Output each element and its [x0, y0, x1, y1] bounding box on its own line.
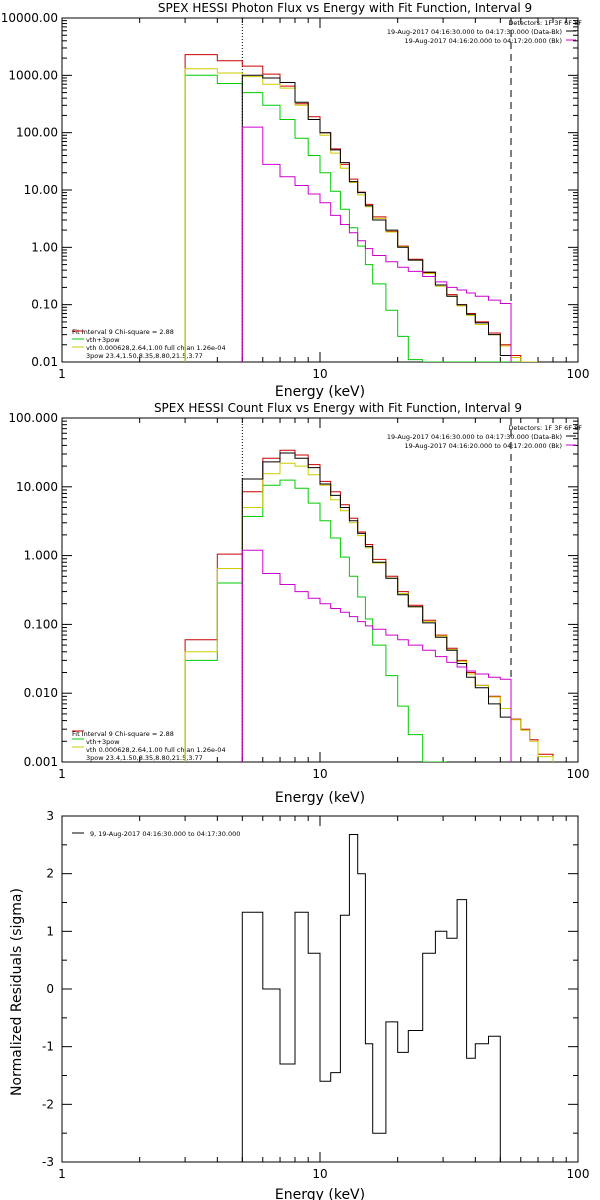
- residuals-ylabel: Normalized Residuals (sigma): [9, 888, 25, 1096]
- x-tick-label: 1: [58, 1167, 66, 1181]
- x-tick-label: 100: [567, 1167, 590, 1181]
- y-tick-label: 1.00: [31, 240, 58, 254]
- plot-frame: [61, 17, 579, 363]
- series-vth: [184, 479, 447, 762]
- photon-fit-3pow: 3pow 23.4,1.50,8.35,8.80,21.5,3.77: [86, 352, 203, 360]
- series-3pow: [184, 462, 554, 762]
- count-header-data: 19-Aug-2017 04:16:30.000 to 04:17:30.000…: [387, 433, 562, 441]
- x-tick-label: 10: [312, 767, 327, 781]
- series-3pow: [184, 68, 538, 362]
- y-tick-label: 10.000: [16, 480, 58, 494]
- x-tick-label: 10: [312, 1167, 327, 1181]
- y-tick-label: 0.01: [31, 355, 58, 369]
- y-tick-label: 0.001: [24, 755, 58, 769]
- series-data: [241, 452, 512, 762]
- series-vth: [184, 74, 538, 362]
- photon-panel-title: SPEX HESSI Photon Flux vs Energy with Fi…: [158, 1, 532, 15]
- series-background: [241, 549, 512, 762]
- count-panel-title: SPEX HESSI Count Flux vs Energy with Fit…: [154, 401, 522, 415]
- count-fit-vth: vth 0.000628,2.64,1.00 full chian 1.26e-…: [86, 746, 226, 754]
- photon-fit-model: vth+3pow: [86, 336, 120, 344]
- count-fit-chisq: Fit Interval 9 Chi-square = 2.88: [72, 730, 174, 738]
- count-flux-panel: SPEX HESSI Count Flux vs Energy with Fit…: [8, 401, 589, 806]
- y-tick-label: 0: [46, 982, 54, 996]
- count-header-bk: 19-Aug-2017 04:16:20.000 to 04:17:20.000…: [405, 442, 562, 450]
- series-vth-3pow: [184, 449, 554, 762]
- count-fit-model: vth+3pow: [86, 738, 120, 746]
- x-tick-label: 100: [567, 367, 590, 381]
- residuals-series: [241, 834, 511, 1162]
- y-tick-label: 1.000: [24, 549, 58, 563]
- count-fit-3pow: 3pow 23.4,1.50,8.35,8.80,21.5,3.77: [86, 754, 203, 762]
- x-tick-label: 1: [58, 367, 66, 381]
- y-tick-label: 0.100: [24, 617, 58, 631]
- photon-header-data: 19-Aug-2017 04:16:30.000 to 04:17:30.000…: [387, 28, 562, 36]
- residuals-panel: Energy (keV) Normalized Residuals (sigma…: [9, 809, 589, 1200]
- y-tick-label: -1: [42, 1040, 54, 1054]
- x-tick-label: 100: [567, 767, 590, 781]
- y-tick-label: 10000.00: [1, 11, 58, 25]
- series-vth-3pow: [184, 54, 538, 362]
- x-tick-label: 1: [58, 767, 66, 781]
- photon-panel-xlabel: Energy (keV): [275, 384, 365, 400]
- y-tick-label: 10.00: [24, 183, 58, 197]
- series-background: [241, 126, 512, 362]
- y-tick-label: 0.010: [24, 686, 58, 700]
- y-tick-label: 100.00: [16, 126, 58, 140]
- y-tick-label: 1000.00: [8, 68, 58, 82]
- photon-fit-vth: vth 0.000628,2.64,1.00 full chian 1.26e-…: [86, 344, 226, 352]
- x-tick-label: 10: [312, 367, 327, 381]
- count-header-detectors: Detectors: 1F 3F 6F 8F: [508, 424, 582, 432]
- photon-header-detectors: Detectors: 1F 3F 6F 8F: [508, 19, 582, 27]
- count-panel-xlabel: Energy (keV): [275, 790, 365, 806]
- y-tick-label: 100.000: [8, 411, 58, 425]
- y-tick-label: -3: [42, 1155, 54, 1169]
- y-tick-label: 3: [46, 809, 54, 823]
- y-tick-label: 0.10: [31, 298, 58, 312]
- y-tick-label: 2: [46, 867, 54, 881]
- photon-fit-chisq: Fit Interval 9 Chi-square = 2.88: [72, 328, 174, 336]
- residuals-xlabel: Energy (keV): [275, 1187, 365, 1200]
- y-tick-label: 1: [46, 924, 54, 938]
- series-data: [241, 74, 512, 362]
- residuals-legend-text: 9, 19-Aug-2017 04:16:30.000 to 04:17:30.…: [90, 830, 240, 838]
- photon-flux-panel: SPEX HESSI Photon Flux vs Energy with Fi…: [1, 1, 590, 400]
- photon-header-bk: 19-Aug-2017 04:16:20.000 to 04:17:20.000…: [405, 37, 562, 45]
- y-tick-label: -2: [42, 1097, 54, 1111]
